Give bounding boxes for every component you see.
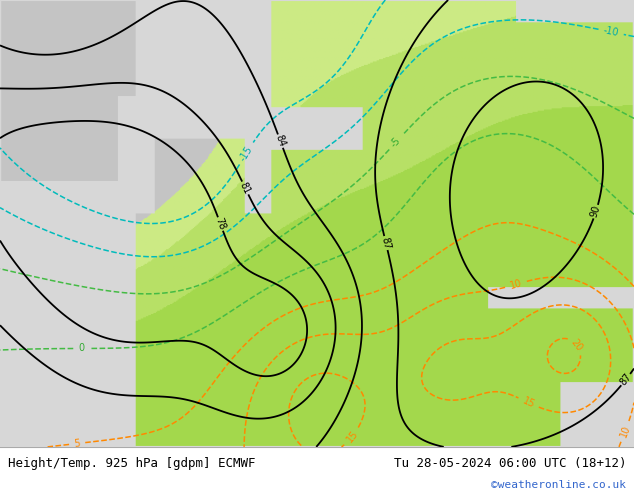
Text: 10: 10 — [618, 424, 632, 439]
Text: -5: -5 — [389, 135, 403, 149]
Text: 90: 90 — [589, 204, 602, 219]
Text: Height/Temp. 925 hPa [gdpm] ECMWF: Height/Temp. 925 hPa [gdpm] ECMWF — [8, 457, 255, 470]
Text: -10: -10 — [602, 25, 620, 38]
Text: 87: 87 — [380, 236, 392, 250]
Text: 78: 78 — [214, 217, 227, 232]
Text: 87: 87 — [618, 372, 633, 388]
Text: ©weatheronline.co.uk: ©weatheronline.co.uk — [491, 480, 626, 490]
Text: 81: 81 — [238, 180, 252, 196]
Text: 84: 84 — [274, 134, 287, 148]
Text: 5: 5 — [74, 438, 81, 449]
Text: 0: 0 — [78, 343, 84, 353]
Text: 15: 15 — [344, 429, 359, 445]
Text: 20: 20 — [569, 337, 585, 353]
Text: 10: 10 — [508, 278, 523, 291]
Text: Tu 28-05-2024 06:00 UTC (18+12): Tu 28-05-2024 06:00 UTC (18+12) — [394, 457, 626, 470]
Text: -15: -15 — [238, 144, 255, 163]
Text: 15: 15 — [521, 395, 536, 410]
